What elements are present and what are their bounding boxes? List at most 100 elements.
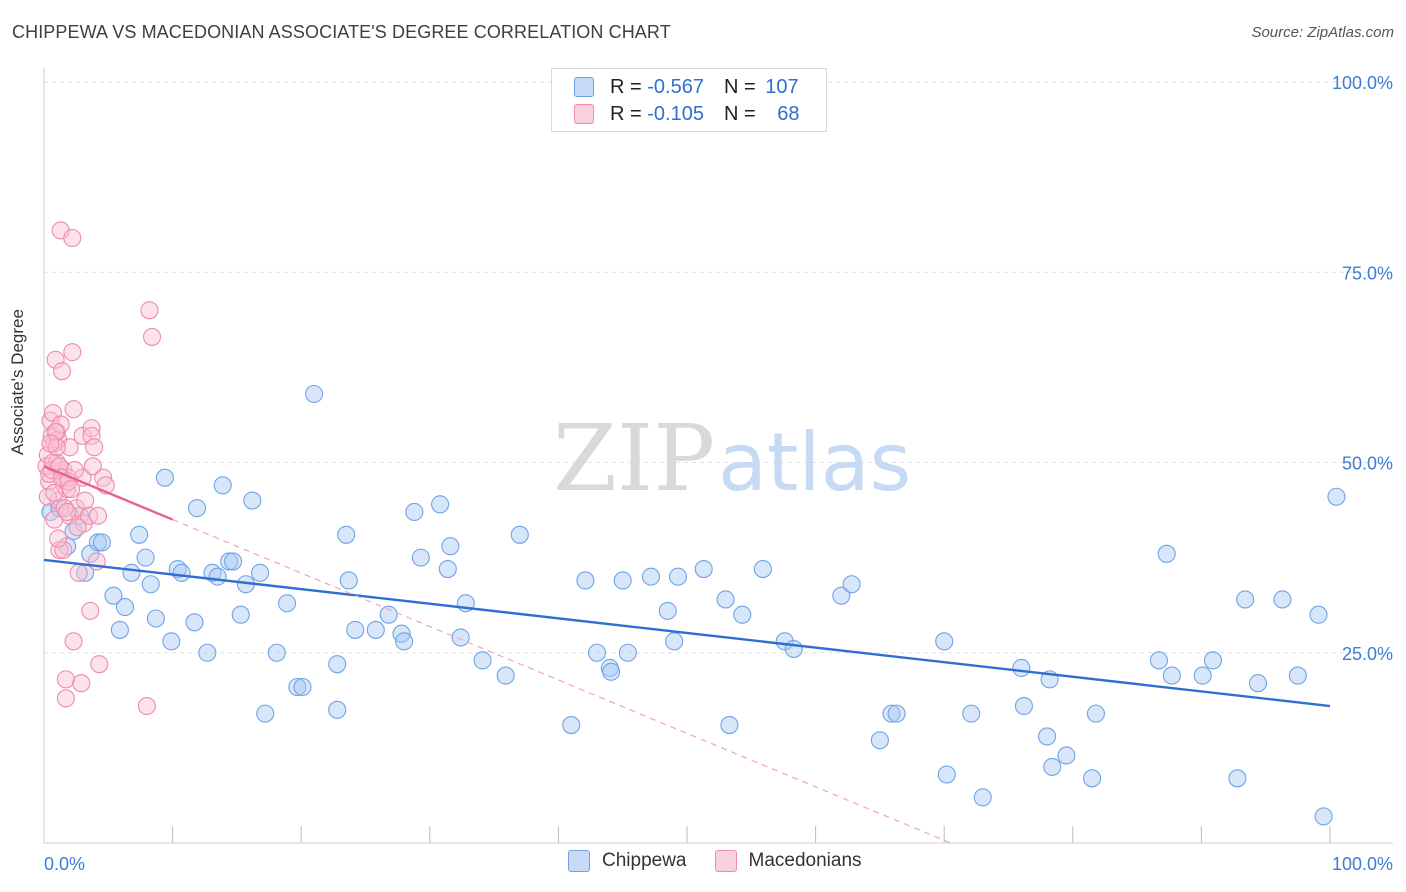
data-point-chippewa <box>1038 727 1057 746</box>
data-point-chippewa <box>716 590 735 609</box>
data-point-chippewa <box>665 632 684 651</box>
data-point-chippewa <box>641 567 661 586</box>
data-point-macedonians <box>60 438 79 457</box>
tick-labels: 25.0% 50.0% 75.0% 100.0% 0.0% 100.0% <box>44 73 1393 874</box>
data-point-macedonians <box>41 434 60 453</box>
legend-label-chippewa: Chippewa <box>602 850 687 871</box>
data-point-chippewa <box>411 548 430 567</box>
data-point-chippewa <box>937 765 956 784</box>
watermark-atlas: atlas <box>718 416 911 509</box>
data-point-chippewa <box>405 502 424 522</box>
data-point-chippewa <box>185 613 204 632</box>
data-point-chippewa <box>1162 666 1181 685</box>
chart-source: Source: ZipAtlas.com <box>1251 24 1394 41</box>
legend-r-value: -0.567 <box>647 75 704 98</box>
data-point-macedonians <box>68 518 87 537</box>
data-point-chippewa <box>1012 658 1031 678</box>
watermark-zip: ZIP <box>553 405 715 512</box>
data-point-chippewa <box>162 632 181 651</box>
data-point-macedonians <box>52 362 72 381</box>
legend-label-macedonians: Macedonians <box>748 850 862 871</box>
data-point-macedonians <box>50 540 69 560</box>
stats-legend: R = -0.567 N = 107 R = -0.105 N = 68 <box>551 68 827 132</box>
data-point-chippewa <box>328 700 347 719</box>
data-point-macedonians <box>82 419 101 438</box>
data-point-chippewa <box>668 567 688 586</box>
data-point-chippewa <box>243 491 262 510</box>
data-point-chippewa <box>328 655 347 674</box>
data-point-macedonians <box>137 696 156 716</box>
legend-swatch-macedonians <box>714 850 737 872</box>
legend-item-macedonians: Macedonians <box>714 850 862 872</box>
data-point-chippewa <box>110 620 129 639</box>
data-point-chippewa <box>155 468 174 487</box>
data-point-chippewa <box>613 571 632 590</box>
data-point-macedonians <box>56 670 75 689</box>
data-point-chippewa <box>784 639 803 658</box>
data-point-chippewa <box>379 605 398 624</box>
data-point-chippewa <box>562 715 581 735</box>
legend-n-value: 107 <box>765 75 799 98</box>
data-point-chippewa <box>882 704 901 723</box>
legend-row-macedonians: R = -0.105 N = 68 <box>574 102 799 126</box>
data-point-chippewa <box>962 704 981 723</box>
data-point-chippewa <box>1157 544 1176 563</box>
data-point-chippewa <box>1083 769 1102 788</box>
data-point-chippewa <box>231 605 250 624</box>
data-point-chippewa <box>1314 807 1333 826</box>
data-point-chippewa <box>88 533 108 552</box>
data-point-chippewa <box>92 533 111 552</box>
data-point-chippewa <box>278 594 297 613</box>
legend-item-chippewa: Chippewa <box>568 850 687 872</box>
data-point-macedonians <box>82 426 101 445</box>
data-point-chippewa <box>1149 651 1169 670</box>
data-point-chippewa <box>694 559 713 579</box>
data-point-chippewa <box>339 571 358 590</box>
data-point-chippewa <box>658 601 677 620</box>
data-point-chippewa <box>733 605 752 624</box>
legend-row-chippewa: R = -0.567 N = 107 <box>574 75 799 99</box>
legend-n-value: 68 <box>777 102 800 125</box>
data-point-chippewa <box>1043 757 1062 776</box>
data-point-chippewa <box>431 495 450 514</box>
data-point-macedonians <box>49 529 68 548</box>
data-point-macedonians <box>58 502 77 522</box>
data-point-macedonians <box>64 400 83 419</box>
data-point-chippewa <box>576 571 595 590</box>
data-point-chippewa <box>602 662 621 681</box>
data-point-macedonians <box>46 423 65 442</box>
data-point-chippewa <box>1086 704 1105 723</box>
y-axis-label: Associate's Degree <box>8 309 27 455</box>
data-point-chippewa <box>395 632 414 651</box>
data-point-chippewa <box>198 643 217 662</box>
axes <box>43 68 1393 844</box>
data-point-macedonians <box>61 480 81 499</box>
data-point-chippewa <box>1014 696 1033 716</box>
data-point-chippewa <box>441 537 460 556</box>
trend-extension-macedonians <box>172 519 951 844</box>
data-point-macedonians <box>72 674 91 693</box>
data-point-chippewa <box>187 499 207 518</box>
trend-line-macedonians <box>43 465 174 521</box>
data-points <box>37 221 1346 826</box>
grid-lines <box>44 81 1393 654</box>
legend-swatch-chippewa <box>574 77 594 97</box>
data-point-chippewa <box>1248 674 1268 693</box>
data-point-chippewa <box>753 559 772 579</box>
data-point-chippewa <box>130 525 149 544</box>
data-point-chippewa <box>496 666 515 685</box>
data-point-chippewa <box>104 586 123 605</box>
legend-r-label: R = <box>610 102 648 125</box>
data-point-macedonians <box>69 563 88 582</box>
data-point-chippewa <box>337 525 356 544</box>
data-point-macedonians <box>85 438 104 457</box>
data-point-macedonians <box>64 632 83 651</box>
data-point-macedonians <box>142 327 162 346</box>
data-point-chippewa <box>305 384 324 404</box>
data-point-chippewa <box>141 575 160 594</box>
data-point-chippewa <box>288 677 307 697</box>
data-point-chippewa <box>1288 666 1307 685</box>
legend-r-label: R = <box>610 75 648 98</box>
y-tick-label: 100.0% <box>1332 73 1393 93</box>
